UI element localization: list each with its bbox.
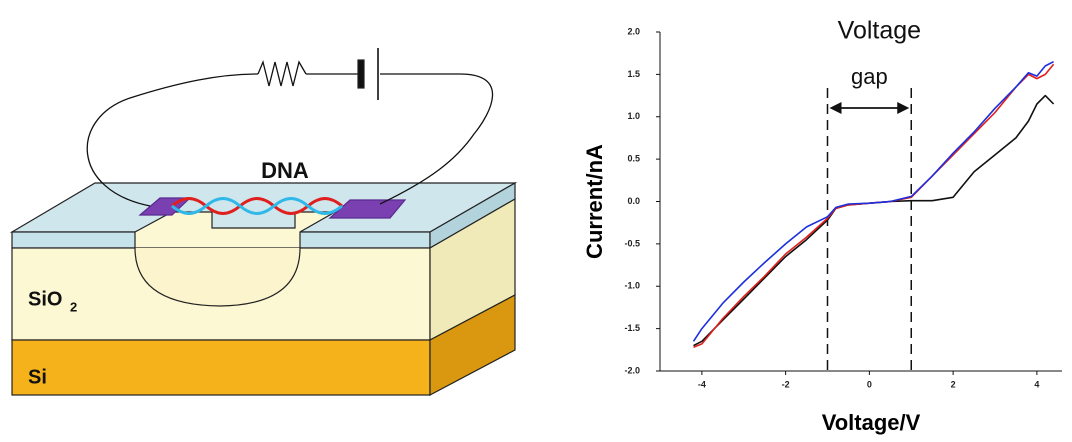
x-tick-label: 4 (1034, 379, 1039, 389)
x-tick-label: 0 (867, 379, 872, 389)
x-tick-label: -4 (698, 379, 706, 389)
device-diagram: DNA SiO 2 Si (12, 48, 515, 395)
silicon-front (12, 340, 430, 395)
y-tick-label: 1.0 (627, 111, 640, 121)
dna-label: DNA (261, 158, 309, 183)
iv-curve (694, 62, 1054, 342)
y-tick-label: 0.0 (627, 196, 640, 206)
gap-arrowhead (897, 102, 909, 114)
y-tick-label: 1.5 (627, 69, 640, 79)
x-tick-label: 2 (951, 379, 956, 389)
iv-curve (694, 96, 1054, 346)
y-tick-label: -2.0 (624, 365, 640, 375)
annotation: Voltage (838, 17, 921, 45)
y-tick-label: -1.5 (624, 323, 640, 333)
chart: 2.0 1.5 1.0 0.5 0.0 -0.5 -1.0 -1.5 -2.0 -4 -2 0 2 4 Cu… (582, 17, 1062, 435)
oxide-label: SiO (28, 288, 62, 310)
x-tick-label: -2 (782, 379, 790, 389)
y-tick-label: 2.0 (627, 26, 640, 36)
resistor (258, 62, 306, 86)
oxide-subscript: 2 (70, 299, 77, 314)
y-tick-label: -1.0 (624, 281, 640, 291)
top-face (12, 183, 515, 232)
figure: DNA SiO 2 Si 2.0 1.5 1.0 0.5 0.0 -0.5 -1.0 -1.5… (0, 0, 1072, 442)
battery-plate-short (358, 60, 364, 88)
annotation: gap (851, 64, 888, 89)
x-axis-title: Voltage/V (822, 410, 921, 435)
substrate-label: Si (28, 366, 47, 388)
y-tick-label: -0.5 (624, 238, 640, 248)
y-tick-label: 0.5 (627, 154, 640, 164)
gap-arrowhead (830, 102, 842, 114)
iv-curve (694, 64, 1054, 347)
y-axis-title: Current/nA (582, 144, 607, 259)
